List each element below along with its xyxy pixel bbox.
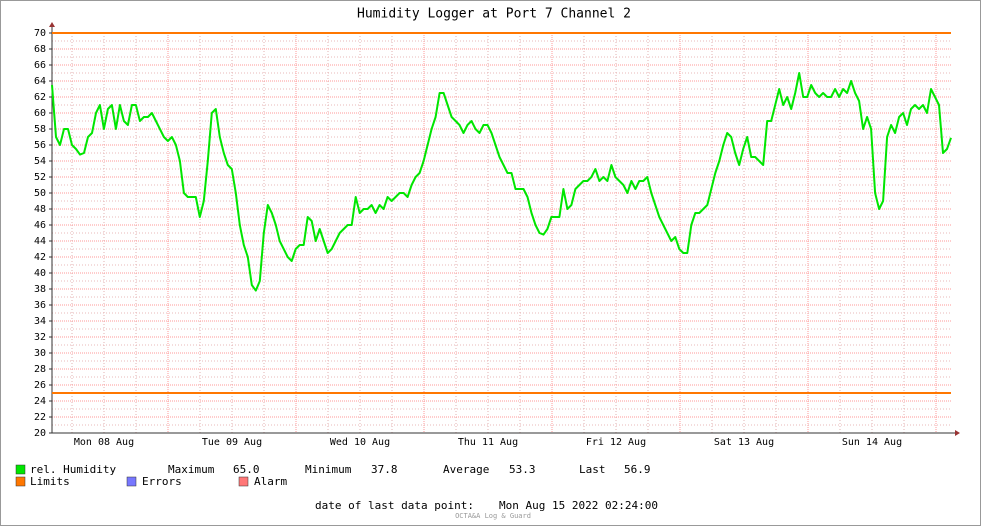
y-tick-label: 58 xyxy=(34,124,46,135)
stat-name: Minimum xyxy=(305,463,352,476)
y-tick-label: 46 xyxy=(34,220,46,231)
watermark: OCTA&A Log & Guard xyxy=(455,512,531,520)
y-tick-label: 66 xyxy=(34,60,46,71)
x-tick-label: Tue 09 Aug xyxy=(202,437,262,448)
legend-swatch xyxy=(126,476,137,487)
legend-label: rel. Humidity xyxy=(30,463,116,476)
y-tick-label: 20 xyxy=(34,428,46,439)
x-tick-label: Fri 12 Aug xyxy=(586,437,646,448)
x-tick-label: Wed 10 Aug xyxy=(330,437,390,448)
x-tick-label: Mon 08 Aug xyxy=(74,437,134,448)
y-tick-label: 40 xyxy=(34,268,46,279)
data-line xyxy=(51,72,952,292)
y-tick-label: 34 xyxy=(34,316,46,327)
plot-area xyxy=(52,33,951,433)
y-axis-arrow xyxy=(49,22,55,27)
y-tick-label: 48 xyxy=(34,204,46,215)
y-tick-label: 64 xyxy=(34,76,46,87)
stat-name: Last xyxy=(579,463,606,476)
y-tick-label: 28 xyxy=(34,364,46,375)
x-axis-arrow xyxy=(955,430,960,436)
stat-value: 65.0 xyxy=(233,463,260,476)
legend-label: Alarm xyxy=(254,475,287,488)
y-tick-label: 36 xyxy=(34,300,46,311)
stat-value: 56.9 xyxy=(624,463,651,476)
stat-value: 53.3 xyxy=(509,463,536,476)
legend-label: Limits xyxy=(30,475,70,488)
y-tick-label: 52 xyxy=(34,172,46,183)
x-tick-label: Thu 11 Aug xyxy=(458,437,518,448)
legend-label: Errors xyxy=(142,475,182,488)
y-tick-label: 68 xyxy=(34,44,46,55)
y-tick-label: 50 xyxy=(34,188,46,199)
y-tick-label: 44 xyxy=(34,236,46,247)
legend-swatch xyxy=(15,476,26,487)
stat-value: 37.8 xyxy=(371,463,398,476)
x-tick-label: Sat 13 Aug xyxy=(714,437,774,448)
footer-value: Mon Aug 15 2022 02:24:00 xyxy=(499,499,658,512)
y-tick-label: 60 xyxy=(34,108,46,119)
legend-swatch xyxy=(15,464,26,475)
y-tick-label: 26 xyxy=(34,380,46,391)
stat-name: Average xyxy=(443,463,489,476)
y-tick-label: 24 xyxy=(34,396,46,407)
footer-label: date of last data point: xyxy=(315,499,474,512)
x-tick-label: Sun 14 Aug xyxy=(842,437,902,448)
y-tick-label: 22 xyxy=(34,412,46,423)
y-tick-label: 54 xyxy=(34,156,46,167)
chart-title: Humidity Logger at Port 7 Channel 2 xyxy=(357,7,631,22)
y-tick-label: 32 xyxy=(34,332,46,343)
y-tick-label: 30 xyxy=(34,348,46,359)
y-tick-label: 56 xyxy=(34,140,46,151)
stat-name: Maximum xyxy=(168,463,215,476)
y-tick-label: 62 xyxy=(34,92,46,103)
y-tick-label: 42 xyxy=(34,252,46,263)
y-tick-label: 38 xyxy=(34,284,46,295)
legend-swatch xyxy=(238,476,249,487)
y-tick-label: 70 xyxy=(34,28,46,39)
